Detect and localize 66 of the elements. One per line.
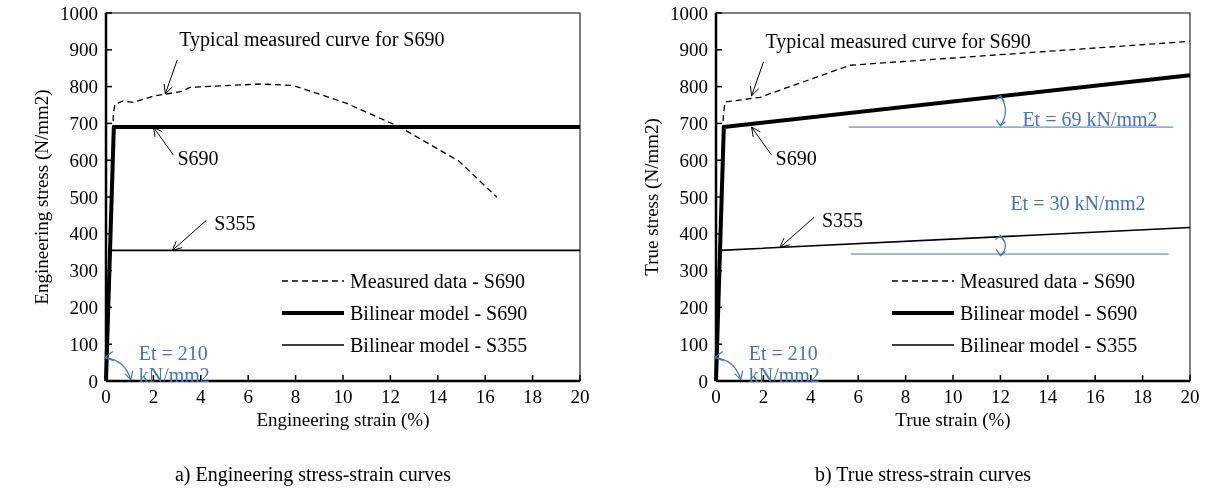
x-tick-label: 2 xyxy=(758,386,769,407)
y-tick-label: 1000 xyxy=(670,2,708,24)
x-tick-label: 20 xyxy=(1180,386,1200,407)
x-axis-title: Engineering strain (%) xyxy=(256,409,430,431)
y-tick-label: 100 xyxy=(679,333,708,355)
x-axis-title: True strain (%) xyxy=(895,409,1011,431)
y-axis-title: True stress (N/mm2) xyxy=(641,118,663,276)
legend-label: Bilinear model - S355 xyxy=(350,334,528,356)
y-tick-label: 600 xyxy=(679,149,708,171)
x-tick-label: 0 xyxy=(711,386,721,407)
x-tick-label: 6 xyxy=(243,386,253,407)
x-tick-label: 6 xyxy=(853,386,863,407)
x-tick-label: 16 xyxy=(475,386,495,407)
y-tick-label: 800 xyxy=(679,76,708,98)
y-tick-label: 600 xyxy=(69,149,98,171)
y-tick-label: 1000 xyxy=(60,2,98,24)
x-tick-label: 8 xyxy=(900,386,911,407)
y-tick-label: 400 xyxy=(679,223,708,245)
x-tick-label: 4 xyxy=(196,386,207,407)
x-tick-label: 18 xyxy=(523,386,543,407)
y-tick-label: 700 xyxy=(69,113,98,135)
x-tick-label: 8 xyxy=(290,386,301,407)
x-tick-label: 10 xyxy=(943,386,963,407)
legend-label: Measured data - S690 xyxy=(960,270,1135,292)
x-tick-label: 14 xyxy=(428,386,448,407)
y-tick-label: 300 xyxy=(679,260,708,282)
y-tick-label: 0 xyxy=(698,370,708,392)
annotation: S690 xyxy=(177,147,219,170)
y-tick-label: 700 xyxy=(679,113,708,135)
legend-label: Bilinear model - S355 xyxy=(960,334,1138,356)
annotation: Typical measured curve for S690 xyxy=(765,29,1031,53)
legend-label: Bilinear model - S690 xyxy=(350,302,528,324)
annotation: Et = 30 kN/mm2 xyxy=(1010,191,1146,214)
x-tick-label: 0 xyxy=(101,386,111,407)
x-tick-label: 14 xyxy=(1038,386,1058,407)
x-tick-label: 18 xyxy=(1133,386,1153,407)
annotation: Et = 210 kN/mm2 xyxy=(748,341,820,386)
x-tick-label: 2 xyxy=(148,386,159,407)
text: b) True stress-strain curves xyxy=(814,463,1032,486)
annotation: Typical measured curve for S690 xyxy=(179,27,445,51)
annotation: S355 xyxy=(821,209,864,232)
annotation: S690 xyxy=(775,147,817,170)
legend-label: Bilinear model - S690 xyxy=(960,302,1138,324)
x-tick-label: 16 xyxy=(1085,386,1105,407)
y-tick-label: 500 xyxy=(69,186,98,208)
x-tick-label: 20 xyxy=(570,386,590,407)
x-tick-label: 12 xyxy=(380,386,400,407)
y-tick-label: 900 xyxy=(69,39,98,61)
text: a) Engineering stress-strain curves xyxy=(174,463,452,486)
annotation: Et = 210 kN/mm2 xyxy=(138,341,210,386)
annotation: Et = 69 kN/mm2 xyxy=(1022,107,1158,130)
y-tick-label: 200 xyxy=(679,297,708,319)
y-tick-label: 300 xyxy=(69,260,98,282)
y-tick-label: 500 xyxy=(679,186,708,208)
annotation: S355 xyxy=(214,212,256,235)
y-axis-title: Engineering stress (N/mm2) xyxy=(31,89,53,305)
y-tick-label: 0 xyxy=(88,370,98,392)
y-tick-label: 100 xyxy=(69,333,98,355)
legend-label: Measured data - S690 xyxy=(350,270,525,292)
x-tick-label: 12 xyxy=(990,386,1010,407)
x-tick-label: 4 xyxy=(806,386,817,407)
y-tick-label: 800 xyxy=(69,76,98,98)
y-tick-label: 400 xyxy=(69,223,98,245)
y-tick-label: 200 xyxy=(69,297,98,319)
x-tick-label: 10 xyxy=(333,386,353,407)
y-tick-label: 900 xyxy=(679,39,708,61)
